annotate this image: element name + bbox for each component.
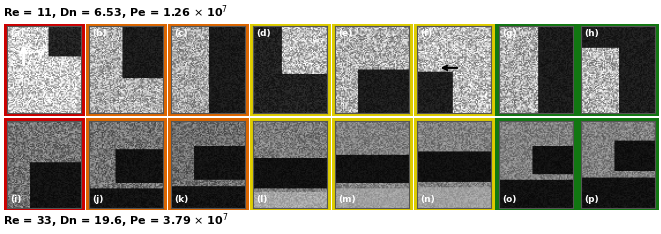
Text: (h): (h) — [584, 29, 599, 38]
Text: (b): (b) — [92, 29, 107, 38]
Text: (k): (k) — [174, 195, 188, 204]
Text: (j): (j) — [92, 195, 104, 204]
Text: Re = 33, Dn = 19.6, Pe = 3.79 $\times$ 10$^7$: Re = 33, Dn = 19.6, Pe = 3.79 $\times$ 1… — [3, 212, 229, 230]
Text: (o): (o) — [502, 195, 516, 204]
Text: (i): (i) — [10, 195, 22, 204]
Text: Y: Y — [36, 49, 44, 62]
Text: (c): (c) — [174, 29, 188, 38]
Text: (l): (l) — [256, 195, 268, 204]
Text: (a): (a) — [10, 29, 24, 38]
Text: Re = 11, Dn = 6.53, Pe = 1.26 $\times$ 10$^7$: Re = 11, Dn = 6.53, Pe = 1.26 $\times$ 1… — [3, 4, 229, 22]
Text: (n): (n) — [420, 195, 435, 204]
Text: (f): (f) — [420, 29, 432, 38]
Text: (d): (d) — [256, 29, 271, 38]
Text: (m): (m) — [338, 195, 356, 204]
Text: (e): (e) — [338, 29, 352, 38]
Text: (g): (g) — [502, 29, 517, 38]
Text: (p): (p) — [584, 195, 599, 204]
